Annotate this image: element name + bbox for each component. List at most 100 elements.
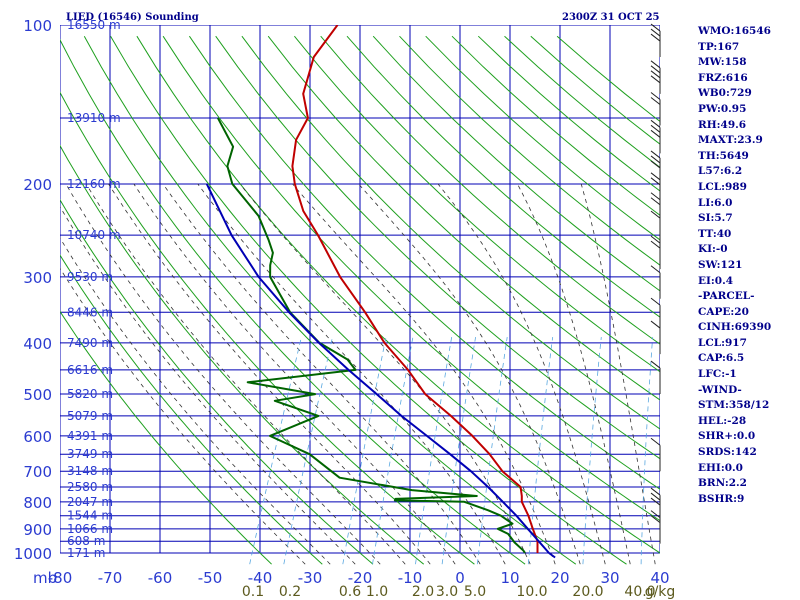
- dry-adiabat-line: [83, 35, 577, 565]
- wind-barb-feather: [650, 492, 661, 501]
- height-label: 5820 m: [67, 387, 113, 401]
- temperature-tick-label: -70: [98, 569, 123, 587]
- dry-adiabat-line: [320, 35, 660, 345]
- temperature-tick-label: -10: [398, 569, 423, 587]
- index-item: CAP:6.5: [698, 352, 745, 365]
- dry-adiabat-line: [162, 35, 660, 522]
- index-item: STM:358/12: [698, 399, 770, 412]
- temperature-tick-label: 10: [500, 569, 519, 587]
- index-item: LFC:-1: [698, 368, 737, 381]
- height-label: 1544 m: [67, 509, 113, 523]
- dry-adiabat-line: [60, 310, 272, 565]
- height-label: 10740 m: [67, 228, 121, 242]
- index-item: RH:49.6: [698, 118, 747, 131]
- pressure-tick-label: 900: [23, 521, 52, 539]
- wind-barb-feather: [650, 177, 661, 186]
- temperature-tick-label: 0: [455, 569, 465, 587]
- height-label: 12160 m: [67, 177, 121, 191]
- dry-adiabat-line: [241, 35, 660, 430]
- mixing-ratio-lines: [249, 337, 654, 565]
- index-item: CAPE:20: [698, 305, 749, 318]
- wind-barb-feather: [650, 33, 661, 42]
- isobar-isotherm-grid: [60, 25, 660, 554]
- index-item: SI:5.7: [698, 212, 733, 225]
- dry-adiabat-line: [267, 35, 660, 401]
- sounding-indices-list: WMO:16546 TP:167 MW:158 FRZ:616 WB0:729 PW:0.…: [698, 24, 798, 507]
- moist-adiabat-line: [60, 267, 306, 565]
- mixing-ratio-line: [283, 337, 333, 565]
- wind-barb: [650, 210, 661, 245]
- wind-barb-feather: [650, 97, 661, 105]
- height-label: 8446 m: [67, 305, 113, 319]
- index-item: BRN:2.2: [698, 477, 747, 490]
- index-item: LCL:917: [698, 336, 747, 349]
- moist-adiabat-line: [60, 205, 356, 565]
- dry-adiabat-line: [110, 35, 627, 565]
- wind-barb: [650, 487, 661, 522]
- index-item: WMO:16546: [698, 25, 771, 37]
- mixing-ratio-line: [476, 337, 508, 565]
- wind-barb-feather: [650, 160, 661, 169]
- parcel-path: [205, 183, 556, 559]
- moist-adiabat-line: [580, 183, 656, 565]
- wind-barb-feather: [650, 297, 661, 306]
- height-label: 2047 m: [67, 495, 113, 509]
- wind-barb-feather: [650, 437, 661, 446]
- moist-adiabat-line: [108, 183, 431, 565]
- dry-adiabat-line: [60, 91, 475, 565]
- mixing-ratio-label: 0.2: [279, 584, 301, 600]
- wind-barbs: [650, 23, 661, 544]
- wind-barb: [650, 320, 661, 355]
- wind-barb: [650, 265, 661, 299]
- moist-adiabat-line: [133, 183, 456, 565]
- mixing-ratio-label: 3.0: [436, 584, 458, 600]
- mixing-ratio-label: 1.0: [366, 584, 388, 600]
- index-item: CINH:69390: [698, 321, 772, 334]
- index-item: LCL:989: [698, 180, 747, 193]
- wind-barb-feather: [650, 210, 661, 219]
- dry-adiabat-line: [136, 35, 660, 554]
- mixing-ratio-line: [441, 337, 476, 565]
- wind-barb: [650, 92, 661, 126]
- wind-barb-feather: [650, 150, 661, 159]
- wind-barb: [650, 360, 661, 395]
- wind-barb-feather: [650, 65, 661, 74]
- dry-adiabat-line: [372, 35, 660, 292]
- pressure-tick-label: 400: [23, 335, 52, 353]
- pressure-tick-label: 800: [23, 494, 52, 512]
- height-label: 5079 m: [67, 409, 113, 423]
- temperature-tick-label: -60: [148, 569, 173, 587]
- height-label: 171 m: [67, 546, 105, 560]
- wind-barb-feather: [650, 124, 661, 133]
- pressure-tick-label: 100: [23, 17, 52, 35]
- mixing-ratio-label: 0.6: [339, 584, 361, 600]
- moist-adiabat-line: [197, 183, 506, 565]
- pressure-tick-label: 1000: [14, 545, 52, 563]
- wind-barb-feather: [650, 515, 661, 524]
- index-item: LI:6.0: [698, 196, 733, 209]
- index-item: L57:6.2: [698, 165, 743, 178]
- moist-adiabat-line: [65, 183, 381, 565]
- index-item: WB0:729: [698, 87, 752, 100]
- wind-barb-feather: [650, 129, 661, 138]
- mixing-ratio-line: [249, 337, 302, 565]
- moist-adiabat-line: [358, 183, 581, 565]
- temperature-tick-label: 30: [600, 569, 619, 587]
- dry-adiabat-line: [294, 35, 660, 373]
- mixing-ratio-unit-label: g/kg: [645, 584, 676, 600]
- index-item: TP:167: [698, 40, 740, 53]
- dewpoint-profile: [217, 117, 526, 554]
- wind-barb: [650, 297, 661, 332]
- dry-adiabat-line: [60, 198, 374, 565]
- index-item: -WIND-: [698, 383, 742, 396]
- height-label: 1066 m: [67, 522, 113, 536]
- pressure-tick-label: 600: [23, 428, 52, 446]
- pressure-tick-label: 700: [23, 463, 52, 481]
- wind-barb-feather: [650, 23, 661, 32]
- height-label: 9530 m: [67, 270, 113, 284]
- wind-barb-feather: [650, 320, 661, 329]
- wind-barb: [650, 119, 661, 154]
- wind-barb: [650, 23, 661, 58]
- temperature-tick-label: 40: [650, 569, 669, 587]
